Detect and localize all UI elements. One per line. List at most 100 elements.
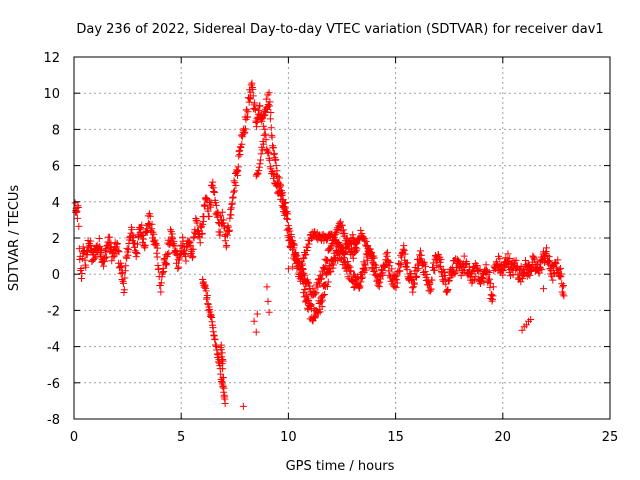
data-point — [177, 241, 185, 249]
data-point — [244, 108, 252, 116]
data-point — [198, 229, 206, 237]
data-point — [176, 254, 184, 262]
data-point — [120, 286, 128, 294]
data-point — [341, 229, 349, 237]
data-point — [357, 226, 365, 234]
data-point — [379, 269, 387, 277]
data-point — [317, 275, 325, 283]
data-point — [324, 278, 332, 286]
data-point — [275, 174, 283, 182]
data-point — [257, 156, 265, 164]
data-point — [439, 265, 447, 273]
data-point — [157, 288, 165, 296]
data-point — [485, 269, 493, 277]
data-point — [535, 269, 543, 277]
data-point — [222, 230, 230, 238]
data-point — [364, 245, 372, 253]
data-point — [358, 229, 366, 237]
y-axis-title: SDTVAR / TECUs — [7, 185, 22, 292]
data-point — [77, 265, 85, 273]
data-point — [189, 245, 197, 253]
data-point — [437, 256, 445, 264]
data-point — [499, 267, 507, 275]
data-point — [218, 349, 226, 357]
data-point — [319, 271, 327, 279]
data-point — [416, 247, 424, 255]
data-point — [123, 254, 131, 262]
y-tick-label: 12 — [43, 51, 60, 66]
data-point — [305, 279, 313, 287]
data-point — [299, 260, 307, 268]
data-point — [314, 309, 322, 317]
data-point — [413, 273, 421, 281]
data-point — [545, 260, 553, 268]
data-point — [321, 265, 329, 273]
data-point — [150, 230, 158, 238]
data-point — [289, 239, 297, 247]
data-point — [420, 258, 428, 266]
data-point — [319, 292, 327, 300]
data-point — [160, 267, 168, 275]
data-point — [549, 269, 557, 277]
data-point — [217, 212, 225, 220]
y-tick-label: -2 — [47, 304, 60, 319]
data-point — [318, 303, 326, 311]
data-point — [290, 240, 298, 248]
data-point — [251, 106, 259, 114]
data-point — [388, 265, 396, 273]
data-point — [242, 125, 250, 133]
data-point — [74, 203, 82, 211]
data-point — [138, 221, 146, 229]
data-point — [540, 285, 548, 293]
data-point — [165, 249, 173, 257]
data-point — [281, 203, 289, 211]
x-tick-label: 15 — [387, 430, 404, 445]
data-point — [269, 169, 277, 177]
data-point — [273, 167, 281, 175]
data-point — [154, 244, 162, 252]
data-point — [320, 282, 328, 290]
data-point — [312, 289, 320, 297]
data-point — [364, 256, 372, 264]
data-point — [262, 136, 270, 144]
data-point — [249, 85, 257, 93]
data-point — [349, 254, 357, 262]
data-series-dav1 — [71, 79, 568, 410]
y-tick-label: 6 — [52, 160, 60, 175]
data-point — [216, 228, 224, 236]
data-point — [304, 243, 312, 251]
data-point — [324, 256, 332, 264]
data-point — [284, 232, 292, 240]
data-point — [219, 374, 227, 382]
data-point — [174, 265, 182, 273]
data-point — [472, 272, 480, 280]
data-point — [91, 254, 99, 262]
data-point — [300, 254, 308, 262]
data-point — [302, 251, 310, 259]
data-point — [323, 282, 331, 290]
data-point — [157, 279, 165, 287]
data-point — [517, 278, 525, 286]
data-point — [163, 261, 171, 269]
data-point — [245, 98, 253, 106]
data-point — [246, 95, 254, 103]
data-point — [262, 95, 270, 103]
data-point — [401, 250, 409, 258]
data-point — [486, 275, 494, 283]
data-point — [344, 245, 352, 253]
data-point — [118, 263, 126, 271]
data-point — [220, 216, 228, 224]
data-point — [212, 201, 220, 209]
y-tick-label: 4 — [52, 196, 60, 211]
data-point — [214, 351, 222, 359]
data-point — [526, 271, 534, 279]
data-point — [321, 290, 329, 298]
data-point — [75, 245, 83, 253]
data-point — [82, 263, 90, 271]
data-point — [268, 133, 276, 141]
data-point — [114, 247, 122, 255]
data-point — [254, 170, 262, 178]
data-point — [463, 259, 471, 267]
data-point — [78, 270, 86, 278]
